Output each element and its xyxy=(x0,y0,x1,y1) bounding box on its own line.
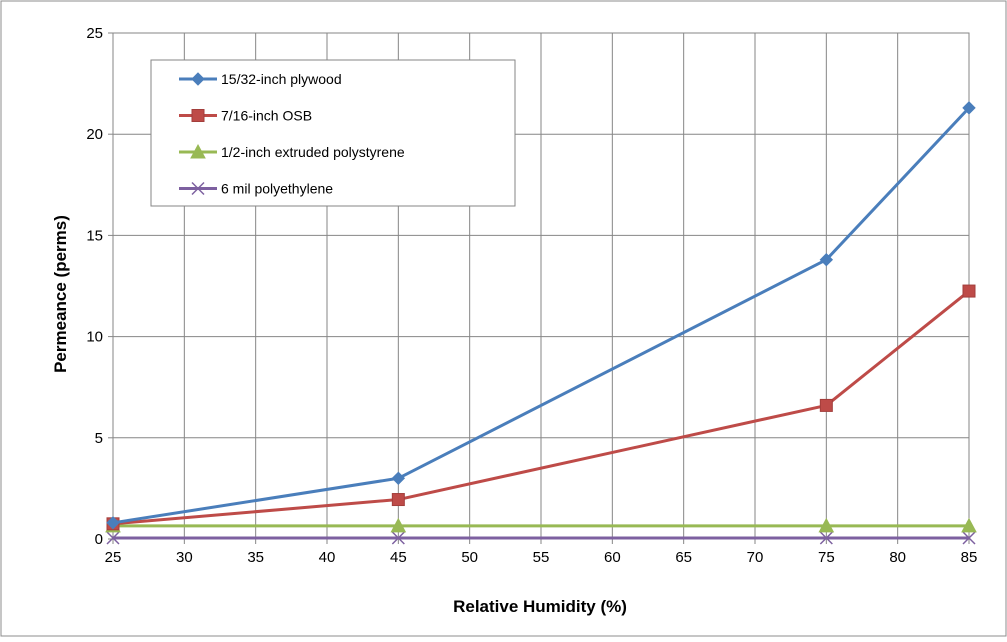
series-1-point-3 xyxy=(819,252,834,267)
series-3-point-3 xyxy=(818,517,835,533)
series-3-point-4 xyxy=(961,517,977,533)
series-1-point-1 xyxy=(106,516,120,530)
x-tick-label-30: 30 xyxy=(176,549,193,566)
legend-entry-4-label: 6 mil polyethylene xyxy=(221,181,333,197)
y-tick-label-0: 0 xyxy=(95,531,103,548)
y-axis-title: Permeance (perms) xyxy=(51,215,70,373)
legend-entry-3: 1/2-inch extruded polystyrene xyxy=(179,143,405,160)
series-1-line xyxy=(112,106,971,525)
series-3-point-2 xyxy=(390,517,407,533)
series-4-point-1-stroke-b xyxy=(106,531,120,545)
series-2-line xyxy=(112,289,970,526)
legend-entry-1-marker xyxy=(191,72,205,86)
legend-entry-4: 6 mil polyethylene xyxy=(179,181,333,197)
series-4-point-4-stroke-b xyxy=(962,531,976,545)
x-tick-label-55: 55 xyxy=(533,549,550,566)
y-tick-label-15: 15 xyxy=(86,227,103,244)
series-2-point-3 xyxy=(819,398,833,412)
series-4-point-4 xyxy=(962,531,976,545)
legend-entry-4-marker-stroke-b xyxy=(191,181,205,196)
series-4-point-3 xyxy=(819,531,833,545)
series-4-point-3-stroke-b xyxy=(819,531,833,545)
x-tick-label-60: 60 xyxy=(604,549,621,566)
legend-entry-2: 7/16-inch OSB xyxy=(179,108,312,124)
x-tick-label-70: 70 xyxy=(747,549,764,566)
legend-entry-1: 15/32-inch plywood xyxy=(179,71,342,87)
series-2-point-2 xyxy=(391,493,405,507)
x-tick-label-75: 75 xyxy=(818,549,835,566)
series-1-point-2 xyxy=(391,471,406,485)
y-tick-label-10: 10 xyxy=(86,329,103,346)
legend-box xyxy=(150,59,516,207)
x-tick-label-50: 50 xyxy=(461,549,478,566)
x-tick-label-85: 85 xyxy=(961,549,978,566)
x-axis-title: Relative Humidity (%) xyxy=(453,597,627,616)
x-tick-label-35: 35 xyxy=(247,549,264,566)
legend-entry-3-marker xyxy=(190,143,206,159)
x-tick-label-25: 25 xyxy=(105,549,122,566)
x-tick-label-65: 65 xyxy=(675,549,692,566)
legend-entry-4-marker xyxy=(191,181,205,196)
y-tick-label-5: 5 xyxy=(95,430,103,447)
x-tick-label-45: 45 xyxy=(390,549,407,566)
series-4-point-1 xyxy=(106,531,120,545)
series-1 xyxy=(106,101,976,530)
legend-entry-2-marker xyxy=(191,109,205,122)
legend: 15/32-inch plywood 7/16-inch OSB 1/2-inch … xyxy=(150,59,516,207)
legend-entry-3-label: 1/2-inch extruded polystyrene xyxy=(221,144,405,160)
data-series xyxy=(105,101,977,545)
x-tick-label-40: 40 xyxy=(319,549,336,566)
legend-entry-1-label: 15/32-inch plywood xyxy=(221,71,342,87)
y-tick-label-25: 25 xyxy=(86,25,103,42)
legend-entry-2-label: 7/16-inch OSB xyxy=(221,108,312,124)
axis-ticks: 25 30 35 40 45 50 55 60 65 70 75 80 85 0 5 10 15 20 25 xyxy=(86,25,977,566)
series-4 xyxy=(106,531,976,545)
y-tick-label-20: 20 xyxy=(86,126,103,143)
series-4-point-2-stroke-b xyxy=(391,531,405,545)
x-tick-label-80: 80 xyxy=(889,549,906,566)
series-1-point-4 xyxy=(962,101,976,115)
series-4-point-2 xyxy=(391,531,405,545)
series-2-point-4 xyxy=(962,284,976,298)
